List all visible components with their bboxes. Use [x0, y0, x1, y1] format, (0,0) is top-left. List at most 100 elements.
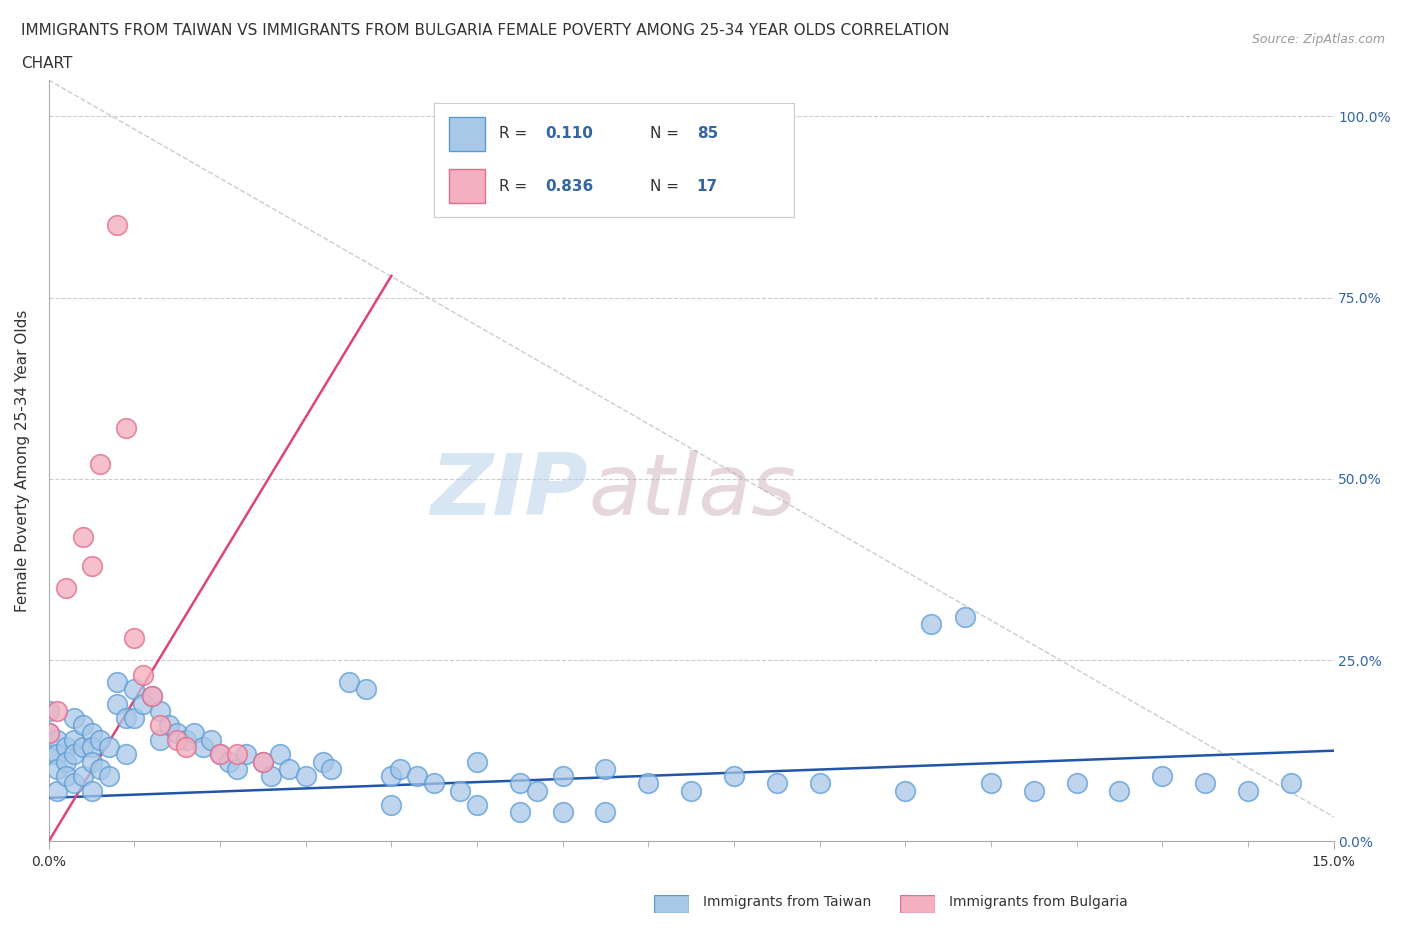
Point — [191, 739, 214, 754]
Point — [1066, 776, 1088, 790]
Point — [260, 768, 283, 783]
Point — [46, 783, 69, 798]
Point — [132, 667, 155, 682]
Point — [63, 711, 86, 725]
Point — [920, 617, 942, 631]
Point — [509, 776, 531, 790]
Text: IMMIGRANTS FROM TAIWAN VS IMMIGRANTS FROM BULGARIA FEMALE POVERTY AMONG 25-34 YE: IMMIGRANTS FROM TAIWAN VS IMMIGRANTS FRO… — [21, 23, 949, 38]
Point — [354, 682, 377, 697]
Point — [80, 558, 103, 573]
Point — [1194, 776, 1216, 790]
Point — [595, 762, 617, 777]
Text: Source: ZipAtlas.com: Source: ZipAtlas.com — [1251, 33, 1385, 46]
Point — [174, 739, 197, 754]
Point — [277, 762, 299, 777]
Point — [124, 631, 146, 645]
Point — [551, 768, 574, 783]
Point — [681, 783, 703, 798]
Point — [46, 762, 69, 777]
Point — [166, 732, 188, 747]
Point — [209, 747, 232, 762]
Text: Immigrants from Taiwan: Immigrants from Taiwan — [703, 895, 872, 910]
Point — [80, 739, 103, 754]
Point — [55, 739, 77, 754]
Point — [953, 609, 976, 624]
Point — [55, 754, 77, 769]
Point — [235, 747, 257, 762]
Point — [337, 674, 360, 689]
Point — [149, 718, 172, 733]
Point — [423, 776, 446, 790]
Point — [114, 747, 136, 762]
Point — [808, 776, 831, 790]
Point — [105, 697, 128, 711]
Text: atlas: atlas — [588, 449, 796, 533]
Point — [226, 762, 249, 777]
Point — [105, 218, 128, 232]
Point — [894, 783, 917, 798]
Point — [46, 747, 69, 762]
Point — [595, 804, 617, 819]
Point — [80, 725, 103, 740]
Point — [321, 762, 343, 777]
Point — [89, 457, 111, 472]
Point — [183, 725, 205, 740]
Point — [209, 747, 232, 762]
Point — [132, 697, 155, 711]
Point — [174, 732, 197, 747]
Point — [1108, 783, 1130, 798]
Point — [114, 711, 136, 725]
Point — [55, 768, 77, 783]
Point — [80, 754, 103, 769]
Point — [166, 725, 188, 740]
Text: ZIP: ZIP — [430, 449, 588, 533]
Point — [63, 732, 86, 747]
Point — [526, 783, 548, 798]
Point — [226, 747, 249, 762]
Point — [551, 804, 574, 819]
Point — [89, 762, 111, 777]
Point — [114, 420, 136, 435]
Point — [141, 689, 163, 704]
Text: Immigrants from Bulgaria: Immigrants from Bulgaria — [949, 895, 1128, 910]
Point — [1237, 783, 1260, 798]
Point — [765, 776, 787, 790]
Point — [380, 798, 402, 813]
Point — [149, 732, 172, 747]
Point — [124, 682, 146, 697]
Point — [55, 580, 77, 595]
Point — [252, 754, 274, 769]
Point — [406, 768, 429, 783]
Point — [1152, 768, 1174, 783]
Point — [38, 725, 60, 740]
Point — [980, 776, 1002, 790]
Point — [157, 718, 180, 733]
Point — [465, 754, 488, 769]
Point — [1279, 776, 1302, 790]
Point — [449, 783, 471, 798]
Point — [380, 768, 402, 783]
Point — [38, 703, 60, 718]
Point — [97, 739, 120, 754]
Point — [637, 776, 659, 790]
Point — [38, 747, 60, 762]
Point — [46, 732, 69, 747]
Point — [72, 529, 94, 544]
Point — [46, 703, 69, 718]
Point — [105, 674, 128, 689]
Point — [200, 732, 222, 747]
Point — [72, 718, 94, 733]
Point — [63, 776, 86, 790]
Point — [72, 768, 94, 783]
Point — [218, 754, 240, 769]
Point — [269, 747, 291, 762]
Point — [723, 768, 745, 783]
Point — [141, 689, 163, 704]
Point — [89, 732, 111, 747]
Point — [465, 798, 488, 813]
Y-axis label: Female Poverty Among 25-34 Year Olds: Female Poverty Among 25-34 Year Olds — [15, 310, 30, 612]
Point — [312, 754, 335, 769]
Point — [294, 768, 316, 783]
Point — [80, 783, 103, 798]
Point — [38, 725, 60, 740]
